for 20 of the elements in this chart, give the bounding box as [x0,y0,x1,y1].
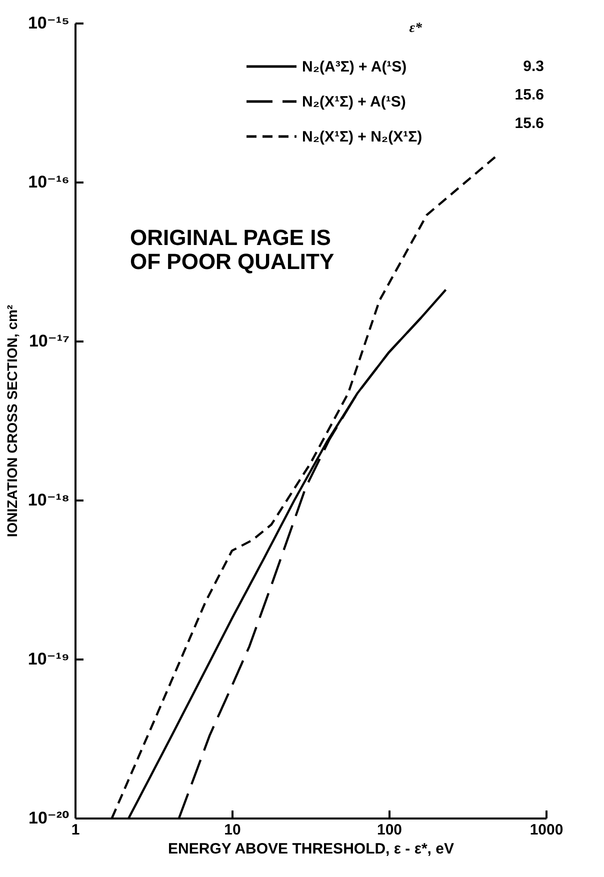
x-axis-title: ENERGY ABOVE THRESHOLD, ε - ε*, eV [168,840,454,858]
annotation: 15.6 [514,115,544,132]
y-tick-label: 10⁻¹⁷ [28,332,70,350]
x-tick-label: 10 [224,822,241,838]
y-axis-title: IONIZATION CROSS SECTION, cm² [4,304,20,538]
y-tick-label: 10⁻¹⁶ [28,172,70,192]
y-tick-label: 10⁻¹⁸ [28,490,70,510]
y-tick-label: 10⁻¹⁹ [28,650,70,668]
annotation: ORIGINAL PAGE IS OF POOR QUALITY [130,225,334,274]
legend-label: N₂(X¹Σ) + A(¹S) [302,94,406,110]
legend-label: N₂(A³Σ) + A(¹S) [302,58,407,76]
annotation: 9.3 [523,58,544,75]
x-tick-label: 1 [71,822,80,838]
y-tick-label: 10⁻²⁰ [28,808,70,828]
legend-title: ε* [409,21,423,36]
x-tick-label: 1000 [530,822,564,838]
legend-label: N₂(X¹Σ) + N₂(X¹Σ) [302,128,422,146]
y-tick-label: 10⁻¹⁵ [28,14,70,32]
annotation: 15.6 [514,86,544,104]
x-tick-label: 100 [376,822,402,838]
